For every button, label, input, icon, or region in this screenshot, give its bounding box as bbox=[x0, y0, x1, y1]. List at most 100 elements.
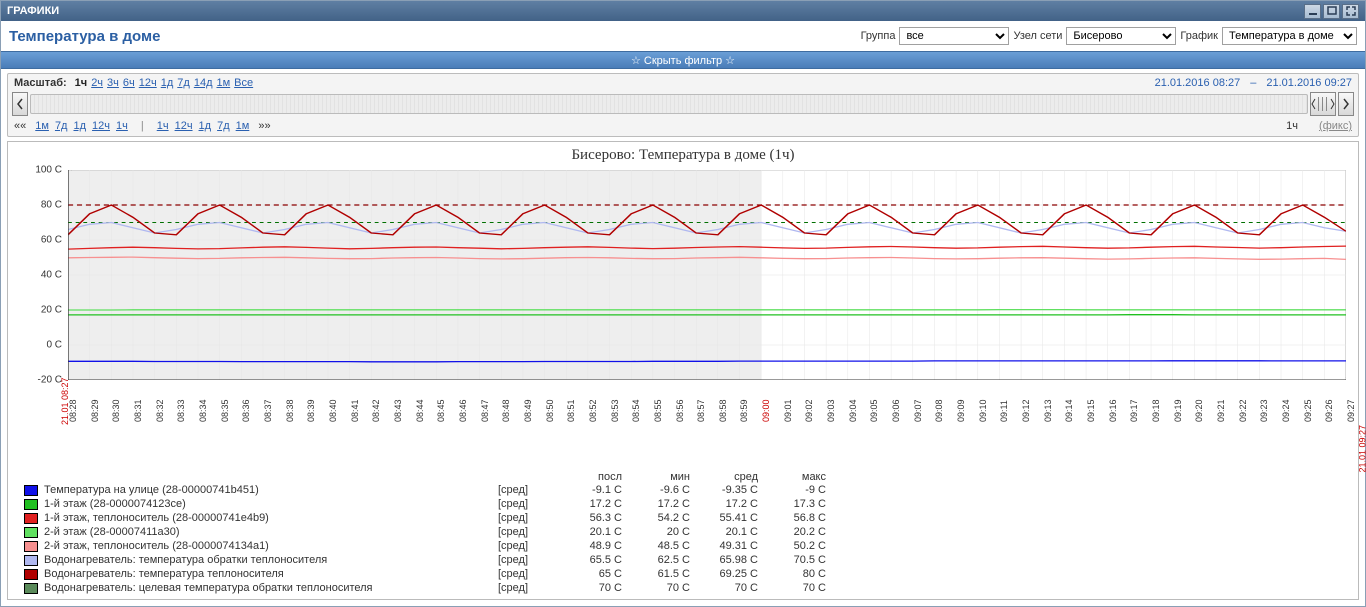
legend-type: [сред] bbox=[498, 554, 554, 566]
x-tick-label: 09:05 bbox=[869, 399, 879, 422]
date-to[interactable]: 21.01.2016 09:27 bbox=[1266, 77, 1352, 89]
x-tick-label: 08:38 bbox=[285, 399, 295, 422]
zoom-link[interactable]: 1д bbox=[161, 77, 174, 89]
legend-sred: 65.98 C bbox=[690, 554, 758, 566]
chart-legend: посл мин сред макс Температура на улице … bbox=[24, 471, 1348, 595]
y-tick-label: 80 C bbox=[41, 199, 62, 210]
zoom-link[interactable]: 7д bbox=[177, 77, 190, 89]
nav-link[interactable]: 12ч bbox=[175, 120, 193, 132]
nav-link[interactable]: 12ч bbox=[92, 120, 110, 132]
x-tick-label: 09:18 bbox=[1151, 399, 1161, 422]
x-tick-label: 09:01 bbox=[783, 399, 793, 422]
zoom-link[interactable]: 3ч bbox=[107, 77, 119, 89]
x-tick-label: 09:20 bbox=[1194, 399, 1204, 422]
filter-group-select[interactable]: все bbox=[899, 27, 1009, 45]
zoom-link[interactable]: 6ч bbox=[123, 77, 135, 89]
zoom-link[interactable]: 14д bbox=[194, 77, 213, 89]
legend-sred: 49.31 C bbox=[690, 540, 758, 552]
nav-link[interactable]: 1ч bbox=[116, 120, 128, 132]
nav-link[interactable]: 7д bbox=[55, 120, 68, 132]
x-tick-label: 08:44 bbox=[415, 399, 425, 422]
x-tick-label: 09:00 bbox=[761, 399, 771, 422]
legend-posl: 17.2 C bbox=[554, 498, 622, 510]
nav-link[interactable]: 7д bbox=[217, 120, 230, 132]
x-tick-label: 08:34 bbox=[198, 399, 208, 422]
nav-link[interactable]: 1м bbox=[236, 120, 250, 132]
scale-box: Масштаб: 1ч2ч3ч6ч12ч1д7д14д1мВсе 21.01.2… bbox=[7, 73, 1359, 137]
legend-row: 2-й этаж (28-00007411a30)[сред]20.1 C20 … bbox=[24, 525, 1348, 539]
zoom-links: 1ч2ч 3ч 6ч 12ч 1д7д 14д1м Все bbox=[73, 77, 255, 89]
filter-node-select[interactable]: Бисерово bbox=[1066, 27, 1176, 45]
x-tick-label: 09:14 bbox=[1064, 399, 1074, 422]
sub-header: Температура в доме Группа все Узел сети … bbox=[1, 21, 1365, 51]
legend-name: 2-й этаж (28-00007411a30) bbox=[44, 526, 498, 538]
filter-node-label: Узел сети bbox=[1013, 30, 1062, 42]
legend-posl: 48.9 C bbox=[554, 540, 622, 552]
x-tick-label: 09:11 bbox=[999, 400, 1009, 422]
nav-fix-link[interactable]: (фикс) bbox=[1319, 120, 1352, 132]
x-tick-label: 08:55 bbox=[653, 399, 663, 422]
zoom-link[interactable]: Все bbox=[234, 77, 253, 89]
legend-posl: 65 C bbox=[554, 568, 622, 580]
legend-maks: 17.3 C bbox=[758, 498, 826, 510]
nav-link[interactable]: 1д bbox=[73, 120, 86, 132]
legend-sred: 55.41 C bbox=[690, 512, 758, 524]
legend-posl: 65.5 C bbox=[554, 554, 622, 566]
legend-type: [сред] bbox=[498, 512, 554, 524]
x-tick-label: 08:29 bbox=[90, 399, 100, 422]
zoom-link[interactable]: 1ч bbox=[75, 77, 88, 89]
x-tick-label: 08:51 bbox=[566, 399, 576, 422]
filter-toggle-bar[interactable]: ☆ Скрыть фильтр ☆ bbox=[1, 51, 1365, 69]
scroll-handle-button[interactable] bbox=[1310, 92, 1336, 116]
legend-swatch bbox=[24, 583, 38, 594]
legend-maks: 80 C bbox=[758, 568, 826, 580]
legend-name: 1-й этаж (28-0000074123ce) bbox=[44, 498, 498, 510]
zoom-link[interactable]: 2ч bbox=[91, 77, 103, 89]
x-tick-label: 09:04 bbox=[848, 399, 858, 422]
x-tick-label: 09:25 bbox=[1303, 399, 1313, 422]
nav-link[interactable]: 1д bbox=[199, 120, 212, 132]
legend-row: Водонагреватель: температура теплоносите… bbox=[24, 567, 1348, 581]
filter-chart-select[interactable]: Температура в доме bbox=[1222, 27, 1357, 45]
scroll-track[interactable] bbox=[30, 94, 1308, 114]
legend-row: 1-й этаж, теплоноситель (28-00000741e4b9… bbox=[24, 511, 1348, 525]
nav-link[interactable]: 1ч bbox=[157, 120, 169, 132]
x-tick-label: 08:33 bbox=[176, 399, 186, 422]
scroll-left-button[interactable] bbox=[12, 92, 28, 116]
legend-min: 61.5 C bbox=[622, 568, 690, 580]
zoom-link[interactable]: 1м bbox=[216, 77, 230, 89]
x-tick-label: 09:21 bbox=[1216, 399, 1226, 422]
y-tick-label: -20 C bbox=[38, 375, 62, 386]
legend-name: 2-й этаж, теплоноситель (28-0000074134a1… bbox=[44, 540, 498, 552]
minimize-icon[interactable] bbox=[1304, 4, 1321, 19]
legend-min: 20 C bbox=[622, 526, 690, 538]
x-tick-label: 09:02 bbox=[804, 399, 814, 422]
legend-swatch bbox=[24, 499, 38, 510]
nav-back-prefix: «« bbox=[14, 120, 26, 132]
restore-icon[interactable] bbox=[1323, 4, 1340, 19]
zoom-link[interactable]: 12ч bbox=[139, 77, 157, 89]
x-tick-label: 08:46 bbox=[458, 399, 468, 422]
scroll-right-button[interactable] bbox=[1338, 92, 1354, 116]
x-tick-label: 08:36 bbox=[241, 399, 251, 422]
legend-row: Водонагреватель: температура обратки теп… bbox=[24, 553, 1348, 567]
nav-link[interactable]: 1м bbox=[35, 120, 49, 132]
nav-fwd-links: 1ч 12ч 1д 7д 1м bbox=[154, 120, 253, 132]
legend-name: Водонагреватель: температура обратки теп… bbox=[44, 554, 498, 566]
x-tick-label: 08:45 bbox=[436, 399, 446, 422]
legend-min: 48.5 C bbox=[622, 540, 690, 552]
x-tick-label: 09:22 bbox=[1238, 399, 1248, 422]
legend-swatch bbox=[24, 513, 38, 524]
chart-area: Бисерово: Температура в доме (1ч) -20 C0… bbox=[7, 141, 1359, 600]
legend-type: [сред] bbox=[498, 498, 554, 510]
legend-row: 2-й этаж, теплоноситель (28-0000074134a1… bbox=[24, 539, 1348, 553]
x-tick-label: 08:39 bbox=[306, 399, 316, 422]
legend-row: 1-й этаж (28-0000074123ce)[сред]17.2 C17… bbox=[24, 497, 1348, 511]
y-axis: -20 C0 C20 C40 C60 C80 C100 C bbox=[8, 170, 68, 380]
x-tick-label: 08:57 bbox=[696, 399, 706, 422]
legend-posl: 20.1 C bbox=[554, 526, 622, 538]
x-tick-label: 08:40 bbox=[328, 399, 338, 422]
fullscreen-icon[interactable] bbox=[1342, 4, 1359, 19]
date-from[interactable]: 21.01.2016 08:27 bbox=[1155, 77, 1241, 89]
legend-sred: 17.2 C bbox=[690, 498, 758, 510]
